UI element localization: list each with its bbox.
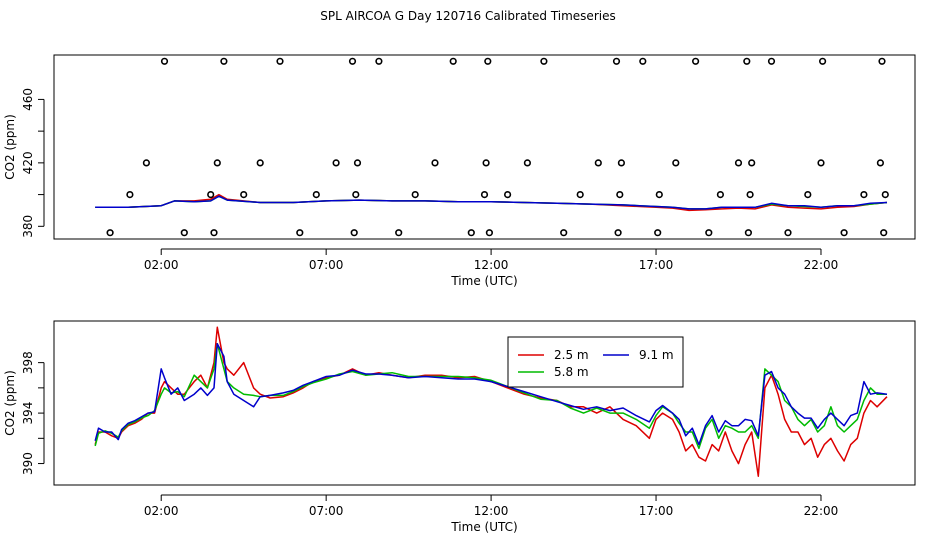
top-y-tick-label: 420 [21, 151, 35, 174]
chart-title: SPL AIRCOA G Day 120716 Calibrated Times… [320, 9, 616, 23]
calibration-point [411, 191, 419, 199]
calibration-point [743, 57, 751, 65]
calibration-point [126, 191, 134, 199]
calibration-point [431, 159, 439, 167]
top-y-tick-label: 460 [21, 88, 35, 111]
calibration-point [480, 191, 489, 199]
calibration-point [691, 57, 700, 65]
calibration-point [617, 159, 626, 167]
calibration-point [594, 159, 602, 167]
top-series-line-25m [95, 193, 888, 212]
calibration-point [207, 191, 215, 199]
calibration-point [746, 191, 754, 199]
calibration-point [523, 159, 532, 167]
calibration-point [639, 57, 647, 65]
calibration-point [350, 229, 358, 237]
calibration-point [160, 57, 169, 65]
calibration-point [817, 159, 825, 167]
bottom-series-line-91m [94, 342, 888, 446]
calibration-point [654, 229, 662, 237]
calibration-point [860, 191, 868, 199]
top-plot-frame [53, 54, 916, 240]
calibration-point [881, 191, 889, 199]
bottom-y-tick-label: 398 [21, 351, 35, 374]
bottom-y-axis-label: CO2 (ppm) [3, 370, 17, 436]
calibration-point [612, 57, 621, 65]
calibration-point [142, 159, 150, 167]
calibration-point [560, 229, 568, 237]
bottom-x-tick-label: 22:00 [804, 504, 839, 518]
top-x-tick-label: 02:00 [144, 258, 179, 272]
calibration-point [106, 229, 114, 237]
bottom-plot-frame [53, 320, 916, 486]
calibration-point [467, 229, 475, 237]
calibration-point [804, 191, 812, 199]
calibration-point [784, 229, 792, 237]
calibration-point [878, 57, 886, 65]
calibration-point [504, 191, 512, 199]
calibration-point [332, 159, 340, 167]
bottom-x-tick-label: 02:00 [144, 504, 179, 518]
calibration-point [482, 159, 490, 167]
top-x-tick-label: 12:00 [474, 258, 509, 272]
legend-box [507, 336, 684, 388]
bottom-x-tick-label: 07:00 [309, 504, 344, 518]
calibration-point [840, 229, 848, 237]
bottom-x-axis-label: Time (UTC) [450, 520, 517, 534]
calibration-point [748, 159, 756, 167]
calibration-point [240, 191, 248, 199]
calibration-point [220, 57, 228, 65]
calibration-point [655, 191, 663, 199]
bottom-x-tick-label: 17:00 [639, 504, 674, 518]
calibration-point [876, 159, 885, 167]
calibration-point [375, 57, 383, 65]
calibration-point [256, 159, 264, 167]
bottom-y-tick-label: 394 [21, 402, 35, 425]
calibration-point [767, 57, 776, 65]
calibration-point [213, 159, 221, 167]
calibration-point [276, 57, 284, 65]
calibration-point [540, 57, 548, 65]
calibration-point [616, 191, 624, 199]
calibration-point [880, 229, 888, 237]
calibration-point [449, 57, 457, 65]
calibration-point [348, 57, 357, 65]
bottom-series-line-25m [94, 326, 888, 477]
legend-label-25m: 2.5 m [554, 348, 589, 362]
calibration-point [353, 159, 362, 167]
calibration-point [614, 229, 622, 237]
top-y-tick-label: 380 [21, 215, 35, 238]
calibration-point [395, 229, 403, 237]
top-x-tick-label: 22:00 [804, 258, 839, 272]
legend-label-58m: 5.8 m [554, 365, 589, 379]
top-x-axis-label: Time (UTC) [450, 274, 517, 288]
top-x-tick-label: 07:00 [309, 258, 344, 272]
calibration-point [672, 159, 680, 167]
calibration-point [734, 159, 743, 167]
calibration-point [705, 229, 713, 237]
calibration-point [312, 191, 320, 199]
calibration-point [210, 229, 218, 237]
calibration-point [296, 229, 304, 237]
calibration-point [818, 57, 827, 65]
calibration-point [716, 191, 725, 199]
legend-label-91m: 9.1 m [639, 348, 674, 362]
top-x-tick-label: 17:00 [639, 258, 674, 272]
bottom-y-tick-label: 390 [21, 452, 35, 475]
bottom-x-tick-label: 12:00 [474, 504, 509, 518]
calibration-point [744, 229, 753, 237]
calibration-point [352, 191, 360, 199]
calibration-point [576, 191, 584, 199]
calibration-point [484, 57, 492, 65]
top-series-line-91m [95, 195, 888, 210]
calibration-point [180, 229, 188, 237]
top-y-axis-label: CO2 (ppm) [3, 114, 17, 180]
calibration-point [485, 229, 494, 237]
